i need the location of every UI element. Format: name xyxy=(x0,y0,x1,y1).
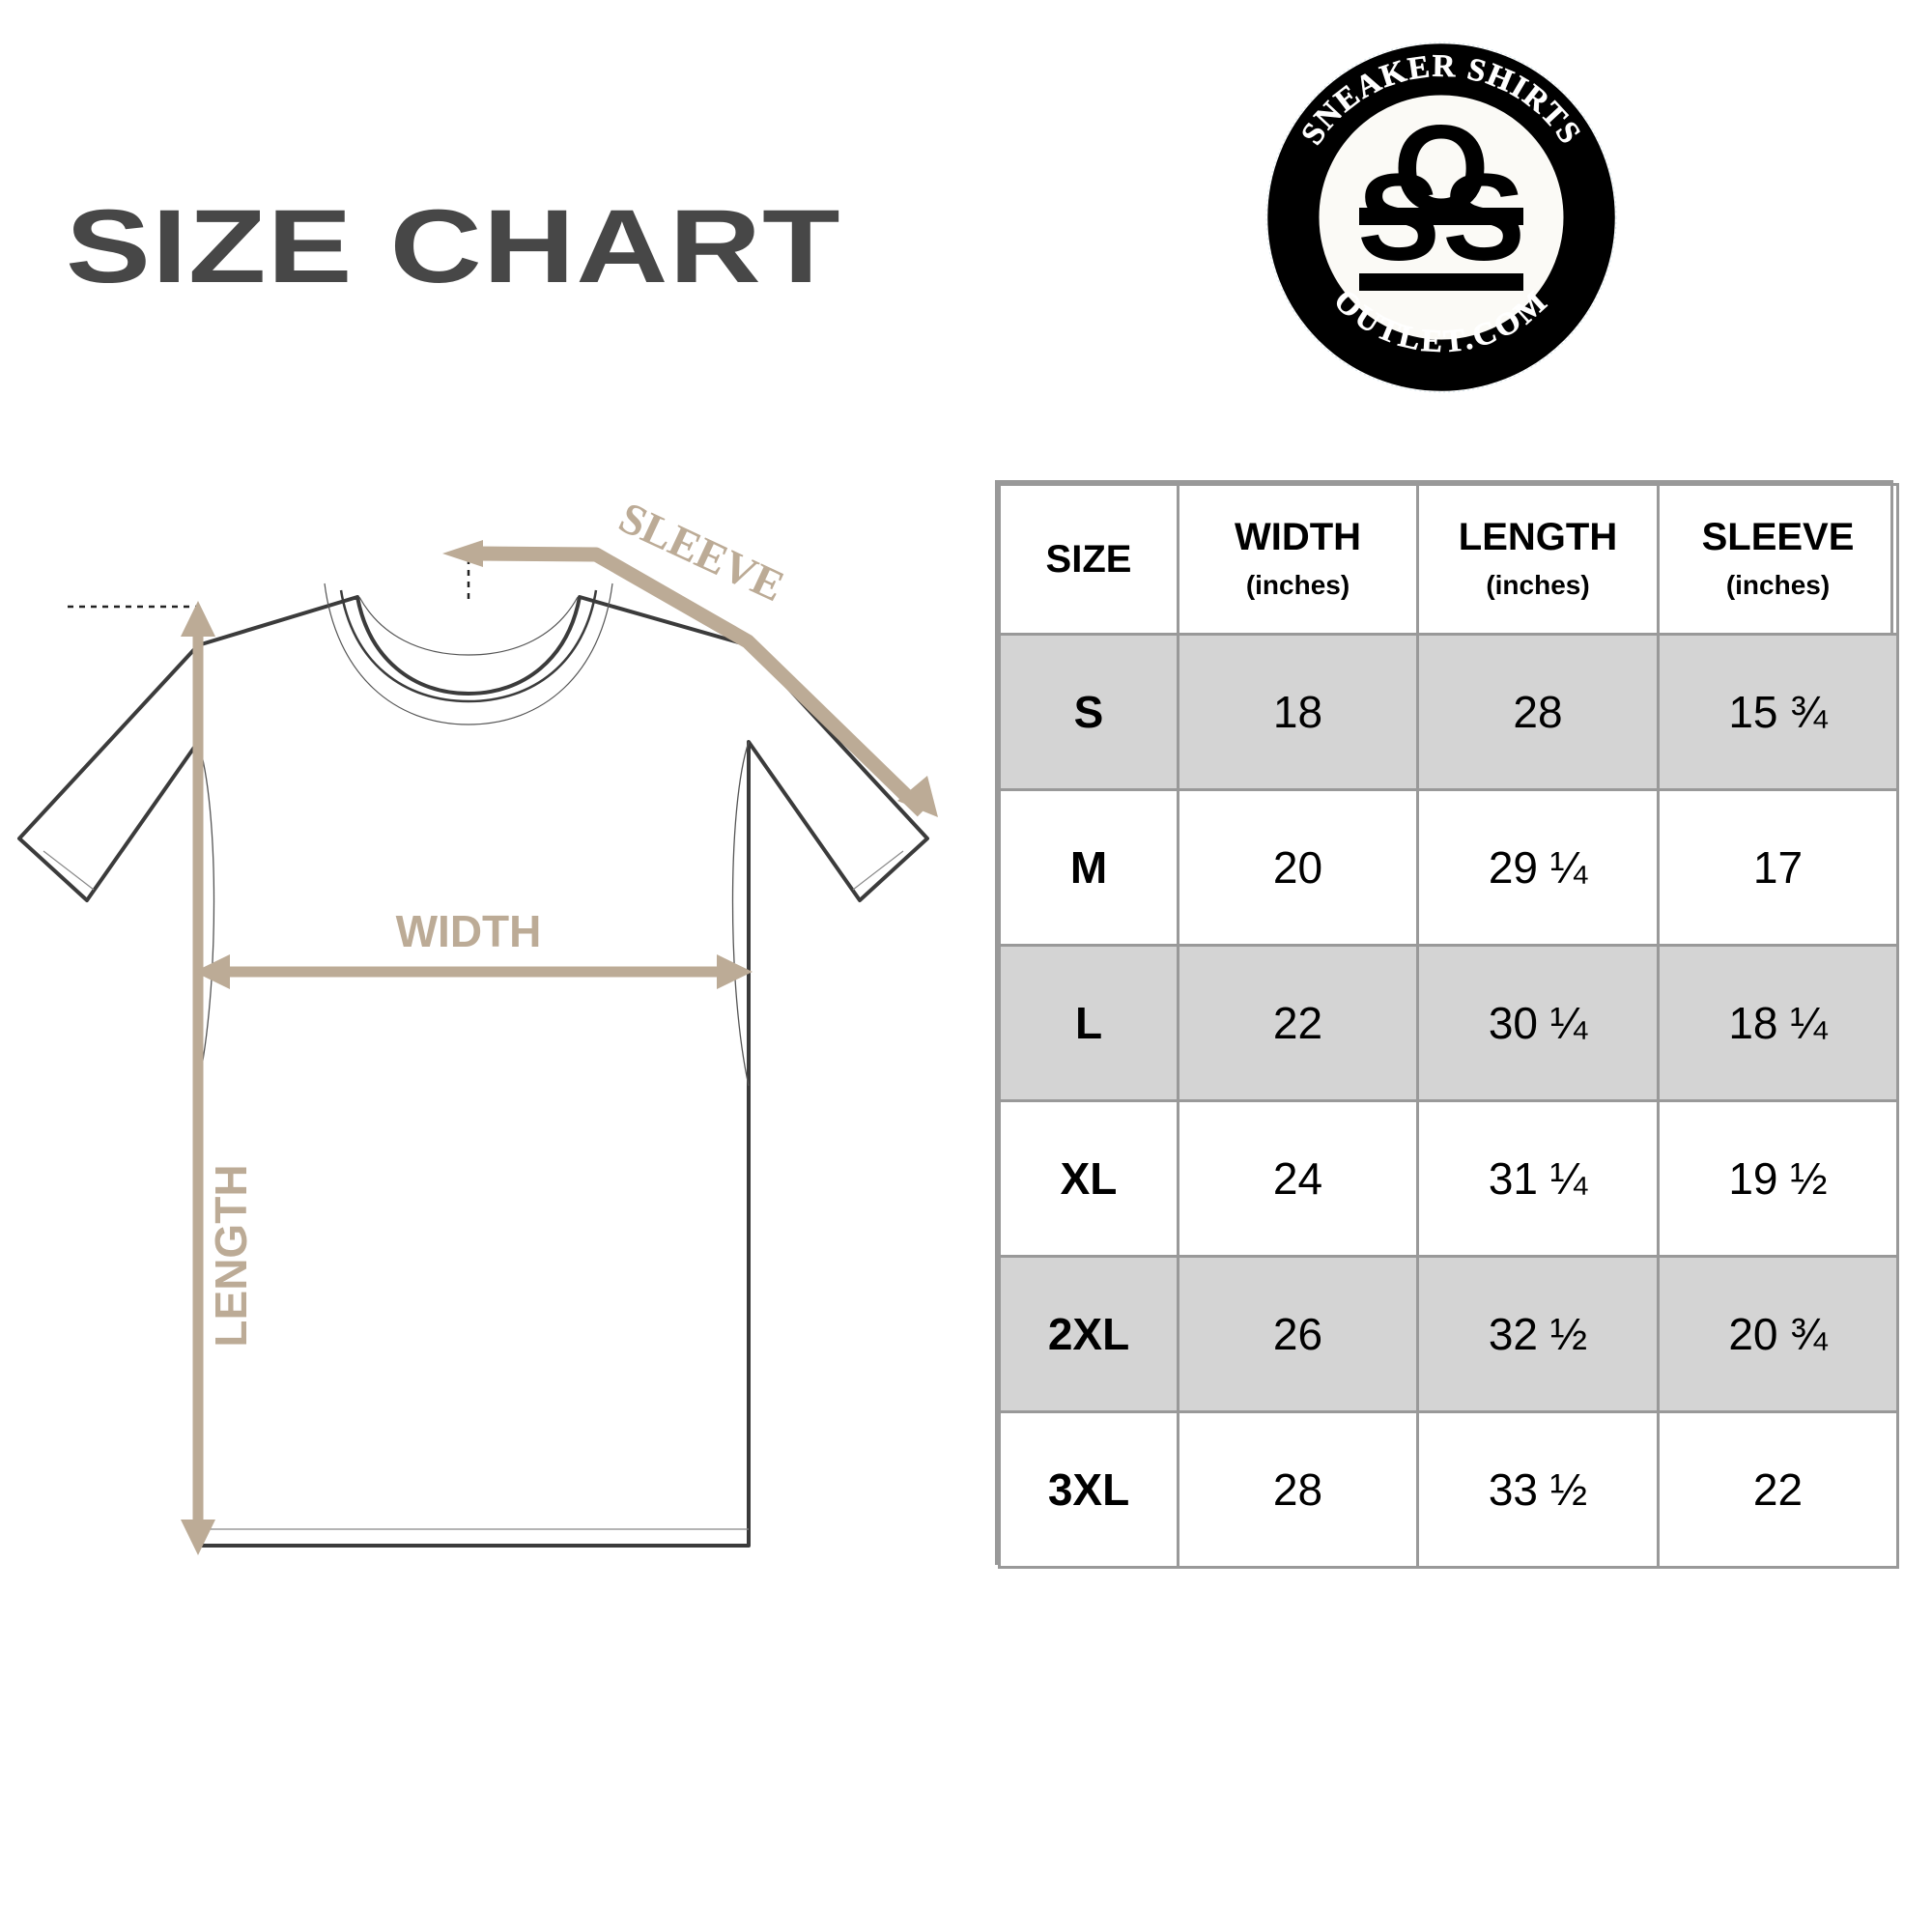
svg-text:WIDTH: WIDTH xyxy=(396,906,542,956)
svg-text:LENGTH: LENGTH xyxy=(206,1164,256,1347)
svg-text:SLEEVE: SLEEVE xyxy=(612,492,792,611)
